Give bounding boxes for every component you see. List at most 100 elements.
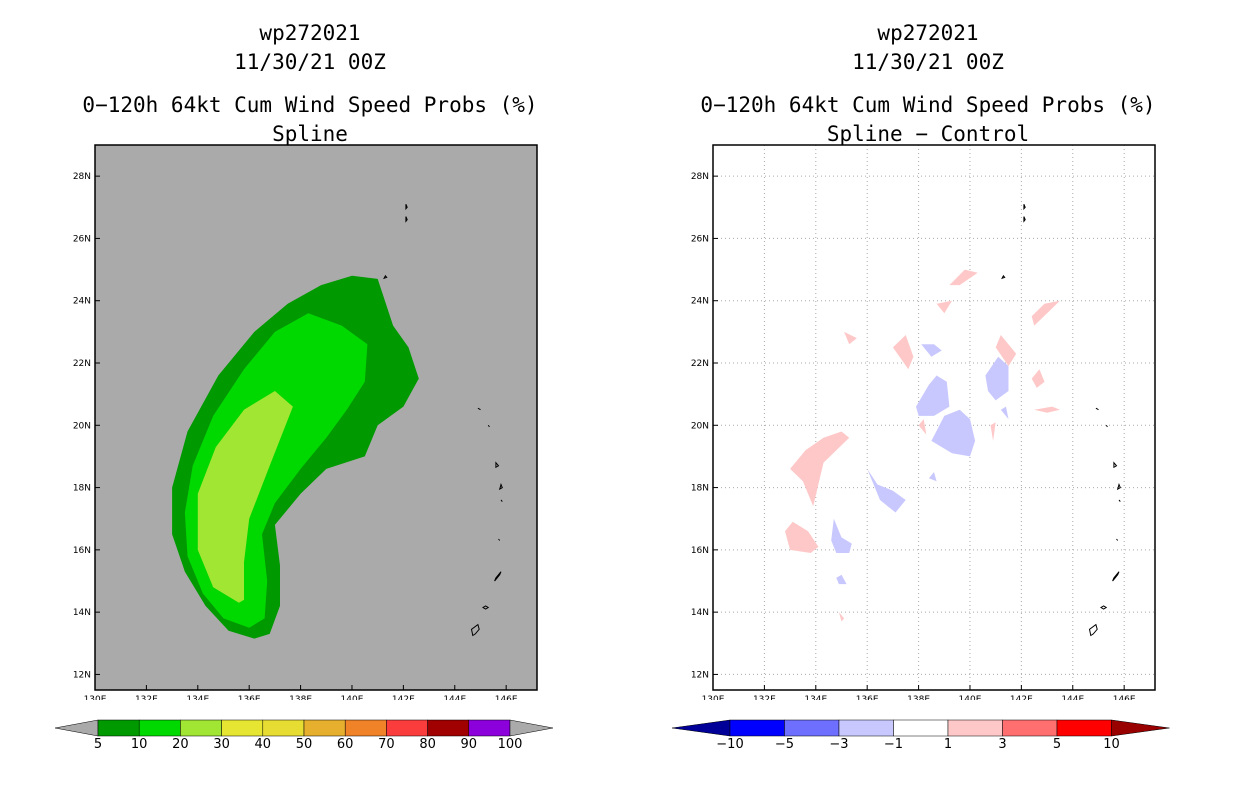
right-storm-id: wp272021 <box>877 21 979 45</box>
y-tick-label: 28N <box>73 172 91 182</box>
y-tick-label: 28N <box>691 172 709 182</box>
island-outline <box>498 482 503 491</box>
positive-difference-region <box>936 300 952 314</box>
colorbar-tick-label: 40 <box>254 737 272 752</box>
x-tick-label: 136E <box>856 695 879 700</box>
positive-difference-region <box>1031 369 1045 388</box>
colorbar-tick-label: −5 <box>774 737 795 752</box>
y-tick-label: 18N <box>73 484 91 494</box>
colorbar-low-arrow <box>672 719 731 737</box>
x-tick-label: 144E <box>443 695 466 700</box>
x-tick-label: 138E <box>907 695 930 700</box>
negative-difference-region <box>1000 406 1009 420</box>
x-tick-label: 134E <box>804 695 827 700</box>
colorbar-box <box>221 719 264 737</box>
right-difference-map: 130E 132E 134E 136E 138E 140E 142E 144E 146E 12N 1… <box>691 144 1156 700</box>
colorbar-tick-label: 80 <box>419 737 436 752</box>
positive-difference-region <box>995 335 1017 367</box>
negative-difference-region <box>921 344 942 357</box>
positive-difference-region <box>918 419 927 435</box>
left-method: Spline <box>272 122 348 146</box>
left-product-name: 0−120h 64kt Cum Wind Speed Probs (%) <box>82 93 538 117</box>
y-tick-label: 20N <box>691 421 709 431</box>
colorbar-box <box>427 719 470 737</box>
colorbar-low-arrow <box>55 719 99 737</box>
right-product-name: 0−120h 64kt Cum Wind Speed Probs (%) <box>700 93 1156 117</box>
colorbar-high-arrow <box>1111 719 1170 737</box>
colorbar-tick-label: 70 <box>378 737 395 752</box>
island-outline <box>383 274 388 280</box>
y-tick-label: 22N <box>691 359 709 369</box>
island-outline <box>1001 274 1006 280</box>
negative-difference-region <box>931 409 976 457</box>
x-tick-label: 146E <box>495 695 518 700</box>
negative-difference-region <box>928 472 937 482</box>
positive-difference-region <box>844 331 857 345</box>
positive-difference-region <box>1034 406 1060 413</box>
y-tick-label: 18N <box>691 484 709 494</box>
y-tick-label: 24N <box>73 297 91 307</box>
x-tick-label: 136E <box>238 695 261 700</box>
right-method: Spline − Control <box>826 122 1030 146</box>
island-outline <box>1116 538 1119 541</box>
island-outline <box>482 605 490 610</box>
colorbar-box <box>138 719 181 737</box>
x-tick-label: 132E <box>753 695 776 700</box>
colorbar-box <box>303 719 346 737</box>
colorbar-box <box>838 719 894 737</box>
colorbar-box <box>1002 719 1058 737</box>
colorbar-tick-label: 3 <box>998 737 1007 752</box>
x-tick-label: 140E <box>341 695 364 700</box>
negative-difference-region <box>916 375 950 416</box>
colorbar-tick-label: 20 <box>172 737 189 752</box>
island-outline <box>1116 482 1121 491</box>
x-tick-label: 130E <box>84 695 107 700</box>
colorbar-tick-label: 100 <box>497 737 523 752</box>
island-outline <box>1100 605 1108 610</box>
colorbar-box <box>97 719 140 737</box>
island-outline <box>495 461 500 469</box>
colorbar-box <box>893 719 949 737</box>
x-tick-label: 138E <box>289 695 312 700</box>
x-tick-label: 142E <box>1010 695 1033 700</box>
left-subtitle: 0−120h 64kt Cum Wind Speed Probs (%) Spl… <box>30 91 590 149</box>
left-probability-map: 130E 132E 134E 136E 138E 140E 142E 144E 146E 12N 1… <box>73 144 538 700</box>
colorbar-tick-label: 10 <box>130 737 148 752</box>
colorbar-high-arrow <box>509 719 554 737</box>
colorbar-box <box>784 719 840 737</box>
left-colorbar <box>55 719 554 737</box>
island-outline <box>487 424 490 428</box>
plot-frame <box>712 144 1156 691</box>
colorbar-tick-label: 90 <box>460 737 478 752</box>
island-outline <box>1105 424 1108 428</box>
colorbar-tick-label: 60 <box>336 737 354 752</box>
negative-difference-region <box>867 468 906 513</box>
x-tick-label: 130E <box>702 695 725 700</box>
colorbar-box <box>262 719 305 737</box>
plot-background <box>713 145 1155 690</box>
colorbar-tick-label: 1 <box>943 737 953 752</box>
island-outline <box>1095 407 1099 411</box>
positive-difference-region <box>1031 300 1060 326</box>
island-outline <box>1023 204 1026 211</box>
colorbar-box <box>947 719 1003 737</box>
y-tick-label: 12N <box>691 670 709 680</box>
left-title: wp272021 11/30/21 00Z <box>30 19 590 77</box>
island-outline <box>1112 571 1120 582</box>
colorbar-tick-label: 5 <box>1052 737 1062 752</box>
island-outline <box>477 407 481 411</box>
x-tick-label: 134E <box>186 695 209 700</box>
y-tick-label: 20N <box>73 421 91 431</box>
y-tick-label: 12N <box>73 670 91 680</box>
island-outline <box>470 623 480 637</box>
island-outline <box>405 204 408 211</box>
right-datetime: 11/30/21 00Z <box>852 50 1004 74</box>
island-outline <box>1088 623 1098 637</box>
x-tick-label: 146E <box>1113 695 1136 700</box>
right-subtitle: 0−120h 64kt Cum Wind Speed Probs (%) Spl… <box>648 91 1208 149</box>
positive-difference-region <box>790 431 850 507</box>
x-tick-label: 142E <box>392 695 415 700</box>
colorbar-box <box>1056 719 1112 737</box>
probability-contour <box>197 391 293 603</box>
negative-difference-region <box>985 356 1009 401</box>
